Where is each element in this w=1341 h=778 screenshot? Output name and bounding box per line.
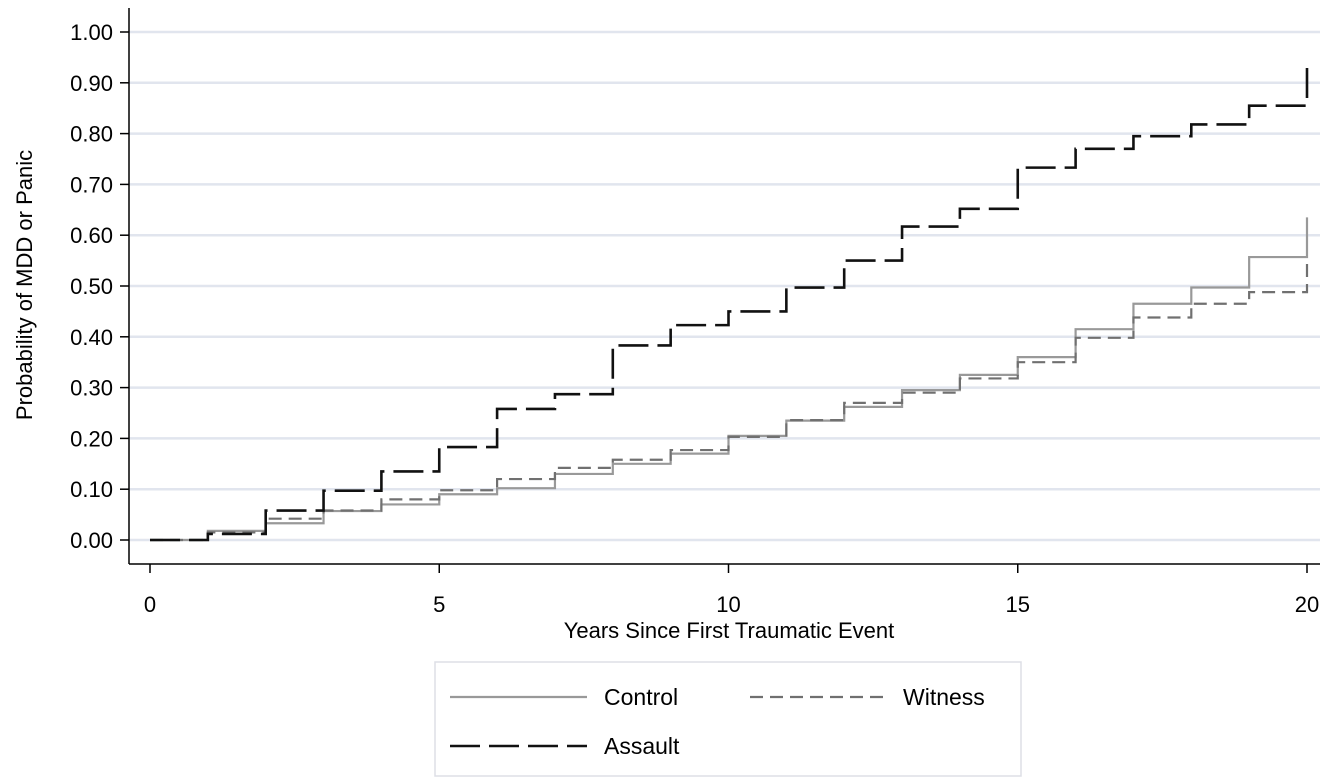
x-tick-label: 0 xyxy=(144,592,156,617)
y-tick-label: 0.00 xyxy=(70,528,113,553)
x-tick-label: 15 xyxy=(1006,592,1030,617)
legend: Control Witness Assault xyxy=(434,661,1022,777)
legend-label-witness: Witness xyxy=(903,684,985,710)
y-axis-ticks: 0.00 0.10 0.20 0.30 0.40 0.50 0.60 0.70 0.80 0.90… xyxy=(70,20,129,553)
x-tick-label: 10 xyxy=(716,592,740,617)
series-line-assault xyxy=(150,59,1309,542)
series-line-witness xyxy=(150,263,1309,542)
gridlines xyxy=(129,30,1320,542)
y-tick-label: 0.10 xyxy=(70,477,113,502)
y-tick-label: 0.20 xyxy=(70,426,113,451)
y-tick-label: 1.00 xyxy=(70,20,113,45)
y-axis-title: Probability of MDD or Panic xyxy=(12,150,37,420)
legend-label-assault: Assault xyxy=(604,733,680,759)
y-tick-label: 0.40 xyxy=(70,325,113,350)
y-tick-label: 0.80 xyxy=(70,122,113,147)
x-tick-label: 20 xyxy=(1295,592,1319,617)
legend-label-control: Control xyxy=(604,684,678,710)
y-tick-label: 0.90 xyxy=(70,71,113,96)
legend-box xyxy=(434,661,1022,777)
x-axis-ticks: 0 5 10 15 20 xyxy=(144,564,1319,617)
plot-area xyxy=(150,59,1309,542)
y-tick-label: 0.70 xyxy=(70,172,113,197)
y-tick-label: 0.50 xyxy=(70,274,113,299)
y-tick-label: 0.60 xyxy=(70,223,113,248)
x-axis-title: Years Since First Traumatic Event xyxy=(564,618,895,643)
x-tick-label: 5 xyxy=(433,592,445,617)
y-tick-label: 0.30 xyxy=(70,376,113,401)
